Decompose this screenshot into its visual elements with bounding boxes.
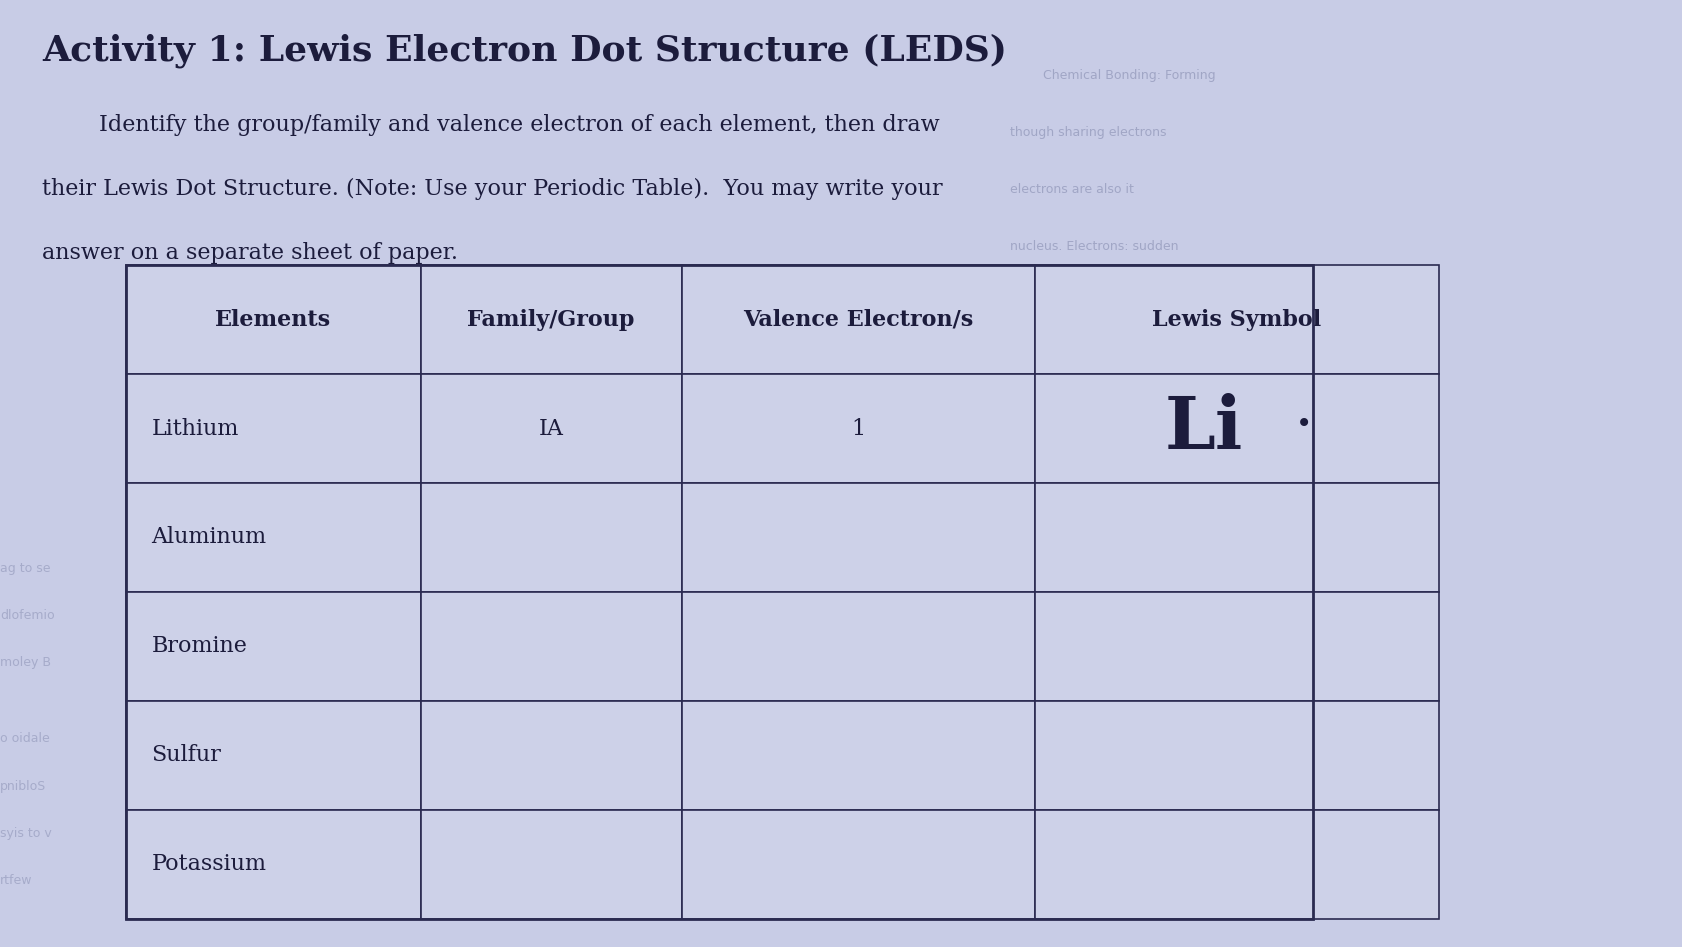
Text: Family/Group: Family/Group xyxy=(468,309,634,331)
Bar xyxy=(681,374,1034,483)
Text: nucleus. Electrons: sudden: nucleus. Electrons: sudden xyxy=(1009,240,1177,253)
Text: Lithium: Lithium xyxy=(151,418,239,439)
Text: Ions are atoms to forms: Ions are atoms to forms xyxy=(1009,448,1159,461)
Bar xyxy=(126,701,420,810)
Bar xyxy=(1034,592,1438,701)
Text: electrons are also it: electrons are also it xyxy=(1009,183,1134,196)
Bar xyxy=(1034,701,1438,810)
Bar xyxy=(126,592,420,701)
Bar xyxy=(681,265,1034,374)
Text: •: • xyxy=(1295,410,1312,438)
Bar xyxy=(126,374,420,483)
Bar xyxy=(126,483,420,592)
Text: Li: Li xyxy=(1164,393,1241,464)
Bar xyxy=(1034,483,1438,592)
Text: rtfew: rtfew xyxy=(0,874,32,887)
Bar xyxy=(420,701,681,810)
Text: Lewis Symbol: Lewis Symbol xyxy=(1152,309,1320,331)
Bar xyxy=(126,265,420,374)
Bar xyxy=(681,483,1034,592)
Bar xyxy=(420,374,681,483)
Text: answer on a separate sheet of paper.: answer on a separate sheet of paper. xyxy=(42,242,458,264)
Text: syis to v: syis to v xyxy=(0,827,52,840)
Text: electrons and that: electrons and that xyxy=(1009,296,1124,310)
Text: 1: 1 xyxy=(851,418,865,439)
Text: Elements: Elements xyxy=(215,309,331,331)
Bar xyxy=(420,592,681,701)
Text: o oidale: o oidale xyxy=(0,732,50,745)
Text: moley B: moley B xyxy=(0,656,50,670)
Bar xyxy=(420,810,681,919)
Bar xyxy=(1034,265,1438,374)
Text: Potassium: Potassium xyxy=(151,853,266,875)
Text: though sharing electrons: though sharing electrons xyxy=(1009,126,1166,139)
Bar xyxy=(681,592,1034,701)
Text: Aluminum: Aluminum xyxy=(151,527,266,548)
Text: pnibloS: pnibloS xyxy=(0,779,45,793)
Text: IA: IA xyxy=(538,418,563,439)
Text: Bromine: Bromine xyxy=(151,635,247,657)
Bar xyxy=(681,701,1034,810)
Text: Chemical Bonding: Forming: Chemical Bonding: Forming xyxy=(1043,69,1216,82)
Bar xyxy=(420,483,681,592)
Text: ag to se: ag to se xyxy=(0,562,50,575)
Bar xyxy=(1034,374,1438,483)
Text: Valence Electron/s: Valence Electron/s xyxy=(743,309,972,331)
Bar xyxy=(681,810,1034,919)
Text: Identify the group/family and valence electron of each element, then draw: Identify the group/family and valence el… xyxy=(42,114,939,135)
Bar xyxy=(126,810,420,919)
Text: their Lewis Dot Structure. (Note: Use your Periodic Table).  You may write your: their Lewis Dot Structure. (Note: Use yo… xyxy=(42,178,942,200)
Bar xyxy=(420,265,681,374)
Text: Sulfur: Sulfur xyxy=(151,744,222,766)
Bar xyxy=(1034,810,1438,919)
Bar xyxy=(126,265,1312,919)
Text: dlofemio: dlofemio xyxy=(0,609,54,622)
Text: IONS: How Are They Formed?: IONS: How Are They Formed? xyxy=(1060,391,1243,404)
Text: Activity 1: Lewis Electron Dot Structure (LEDS): Activity 1: Lewis Electron Dot Structure… xyxy=(42,33,1006,67)
